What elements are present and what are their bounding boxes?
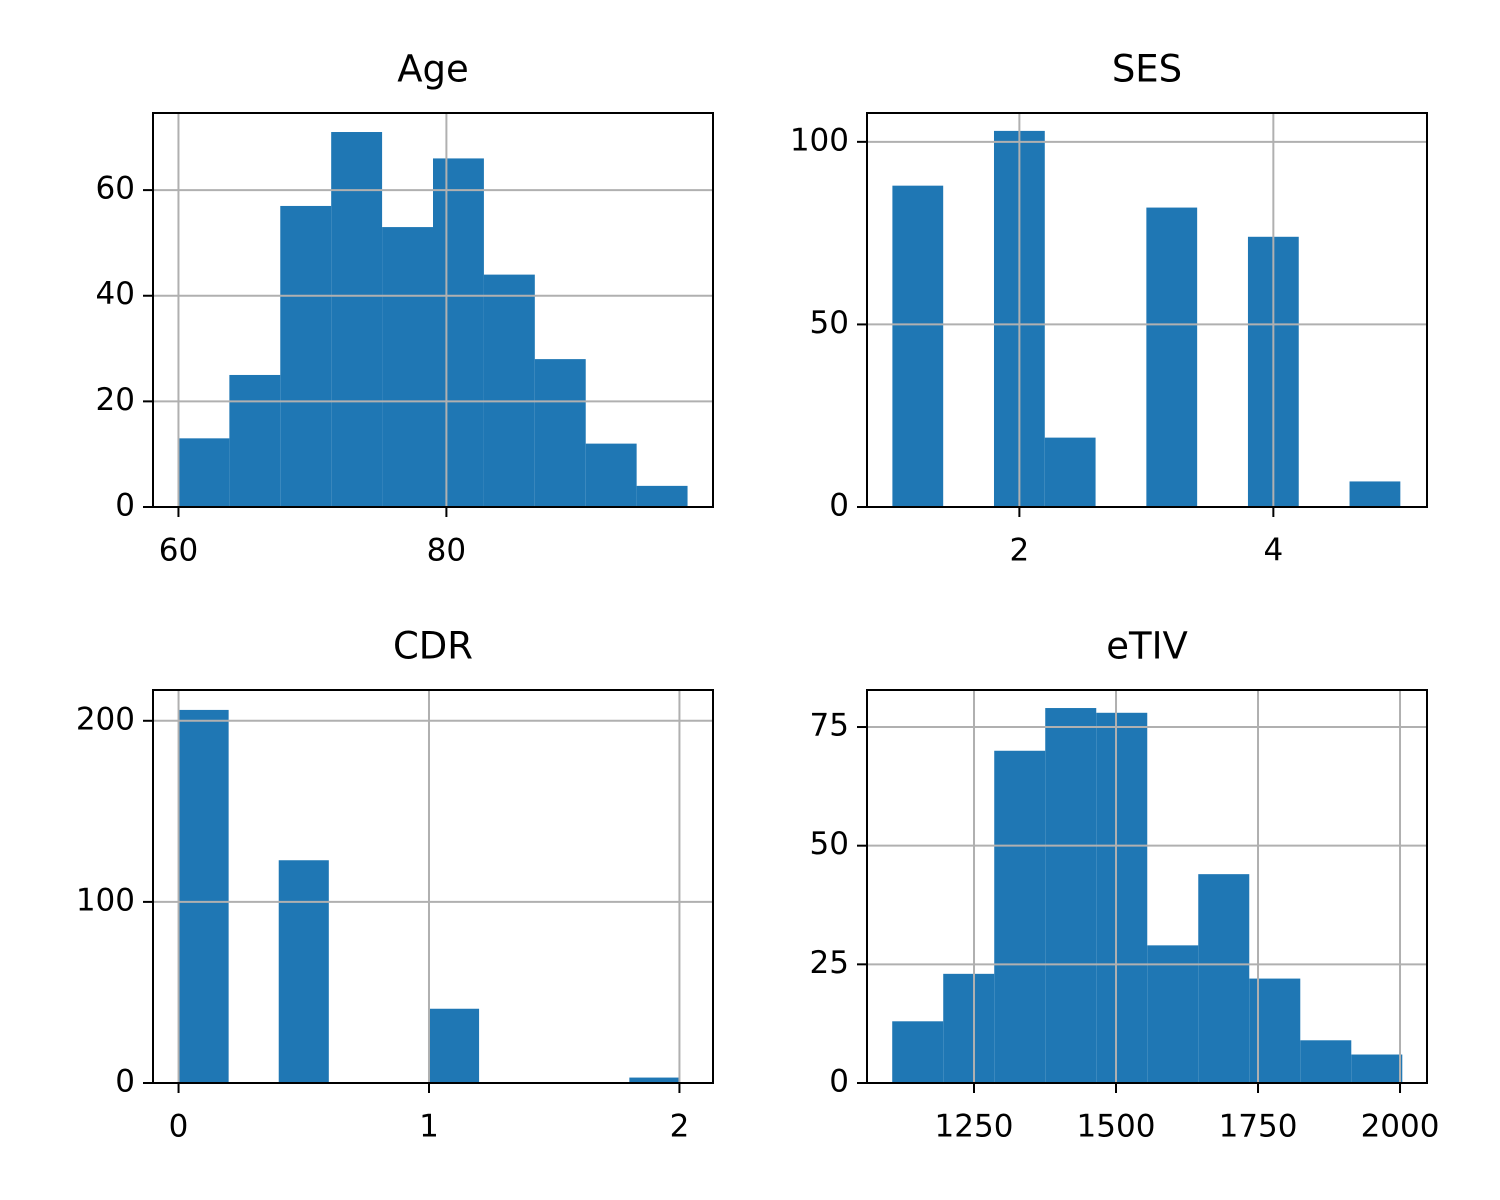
histogram-bar (382, 227, 433, 507)
y-tick-label: 50 (810, 826, 849, 862)
y-tick-label: 0 (115, 1064, 135, 1100)
histogram-bar (943, 973, 995, 1083)
histogram-bar (331, 132, 383, 507)
subplot-title: SES (1112, 48, 1182, 91)
subplot: CDR 0 1 2 0 100 200 (76, 625, 714, 1145)
subplot: eTIV 1250 1500 1750 2000 0 25 50 75 (810, 625, 1440, 1145)
histogram-bar (1198, 874, 1250, 1083)
histogram-bar (278, 860, 329, 1083)
subplot-title: eTIV (1106, 625, 1188, 668)
histogram-bar (280, 205, 332, 508)
histogram-bar (1044, 437, 1096, 507)
x-tick-label: 1500 (1077, 1109, 1156, 1145)
histogram-bar (636, 485, 688, 507)
y-tick-label: 50 (810, 305, 849, 341)
subplot: SES 2 4 0 50 100 (790, 48, 1428, 569)
subplot-title: CDR (393, 625, 473, 668)
histogram-bar (229, 374, 281, 507)
x-tick-label: 0 (169, 1109, 189, 1145)
subplot-title: Age (397, 48, 469, 91)
x-tick-label: 4 (1263, 533, 1283, 569)
x-tick-label: 1750 (1219, 1109, 1298, 1145)
histogram-bar (178, 709, 229, 1083)
y-tick-label: 100 (76, 882, 135, 918)
x-tick-label: 60 (159, 533, 198, 569)
histogram-bar (1300, 1040, 1352, 1083)
histogram-bar (892, 1021, 944, 1083)
axes-frame (152, 112, 714, 508)
y-tick-label: 60 (96, 171, 135, 207)
y-tick-label: 0 (115, 488, 135, 524)
histogram-bar (433, 158, 484, 508)
subplot: Age 60 80 0 20 40 60 (96, 48, 714, 569)
x-tick-label: 1 (419, 1109, 439, 1145)
y-tick-label: 100 (790, 122, 849, 158)
histogram-bar (178, 438, 230, 507)
y-tick-label: 0 (829, 1064, 849, 1100)
histogram-bar (1146, 207, 1198, 508)
y-tick-label: 75 (810, 708, 849, 744)
x-tick-label: 1250 (935, 1109, 1014, 1145)
histogram-bar (1096, 712, 1148, 1083)
histogram-bar (629, 1077, 680, 1083)
y-tick-label: 20 (96, 382, 135, 418)
axes-frame (152, 689, 714, 1084)
y-tick-label: 40 (96, 276, 135, 312)
histogram-bar (1147, 945, 1199, 1083)
y-tick-label: 0 (829, 488, 849, 524)
x-tick-label: 80 (427, 533, 466, 569)
histogram-bar (534, 359, 586, 507)
x-tick-label: 2 (1010, 533, 1030, 569)
histogram-bar (1249, 978, 1301, 1083)
x-tick-label: 2000 (1361, 1109, 1440, 1145)
histogram-bar (1349, 481, 1401, 507)
y-tick-label: 25 (810, 945, 849, 981)
histogram-bar (1045, 708, 1097, 1083)
axes-frame (866, 112, 1428, 508)
histogram-bar (483, 274, 535, 507)
axes-frame (866, 689, 1428, 1084)
histogram-bar (1351, 1054, 1403, 1083)
y-tick-label: 200 (76, 701, 135, 737)
histogram-bar (585, 443, 637, 507)
histogram-bar (994, 750, 1046, 1083)
histogram-bar (892, 185, 944, 507)
x-tick-label: 2 (670, 1109, 690, 1145)
histogram-bar (428, 1008, 480, 1083)
